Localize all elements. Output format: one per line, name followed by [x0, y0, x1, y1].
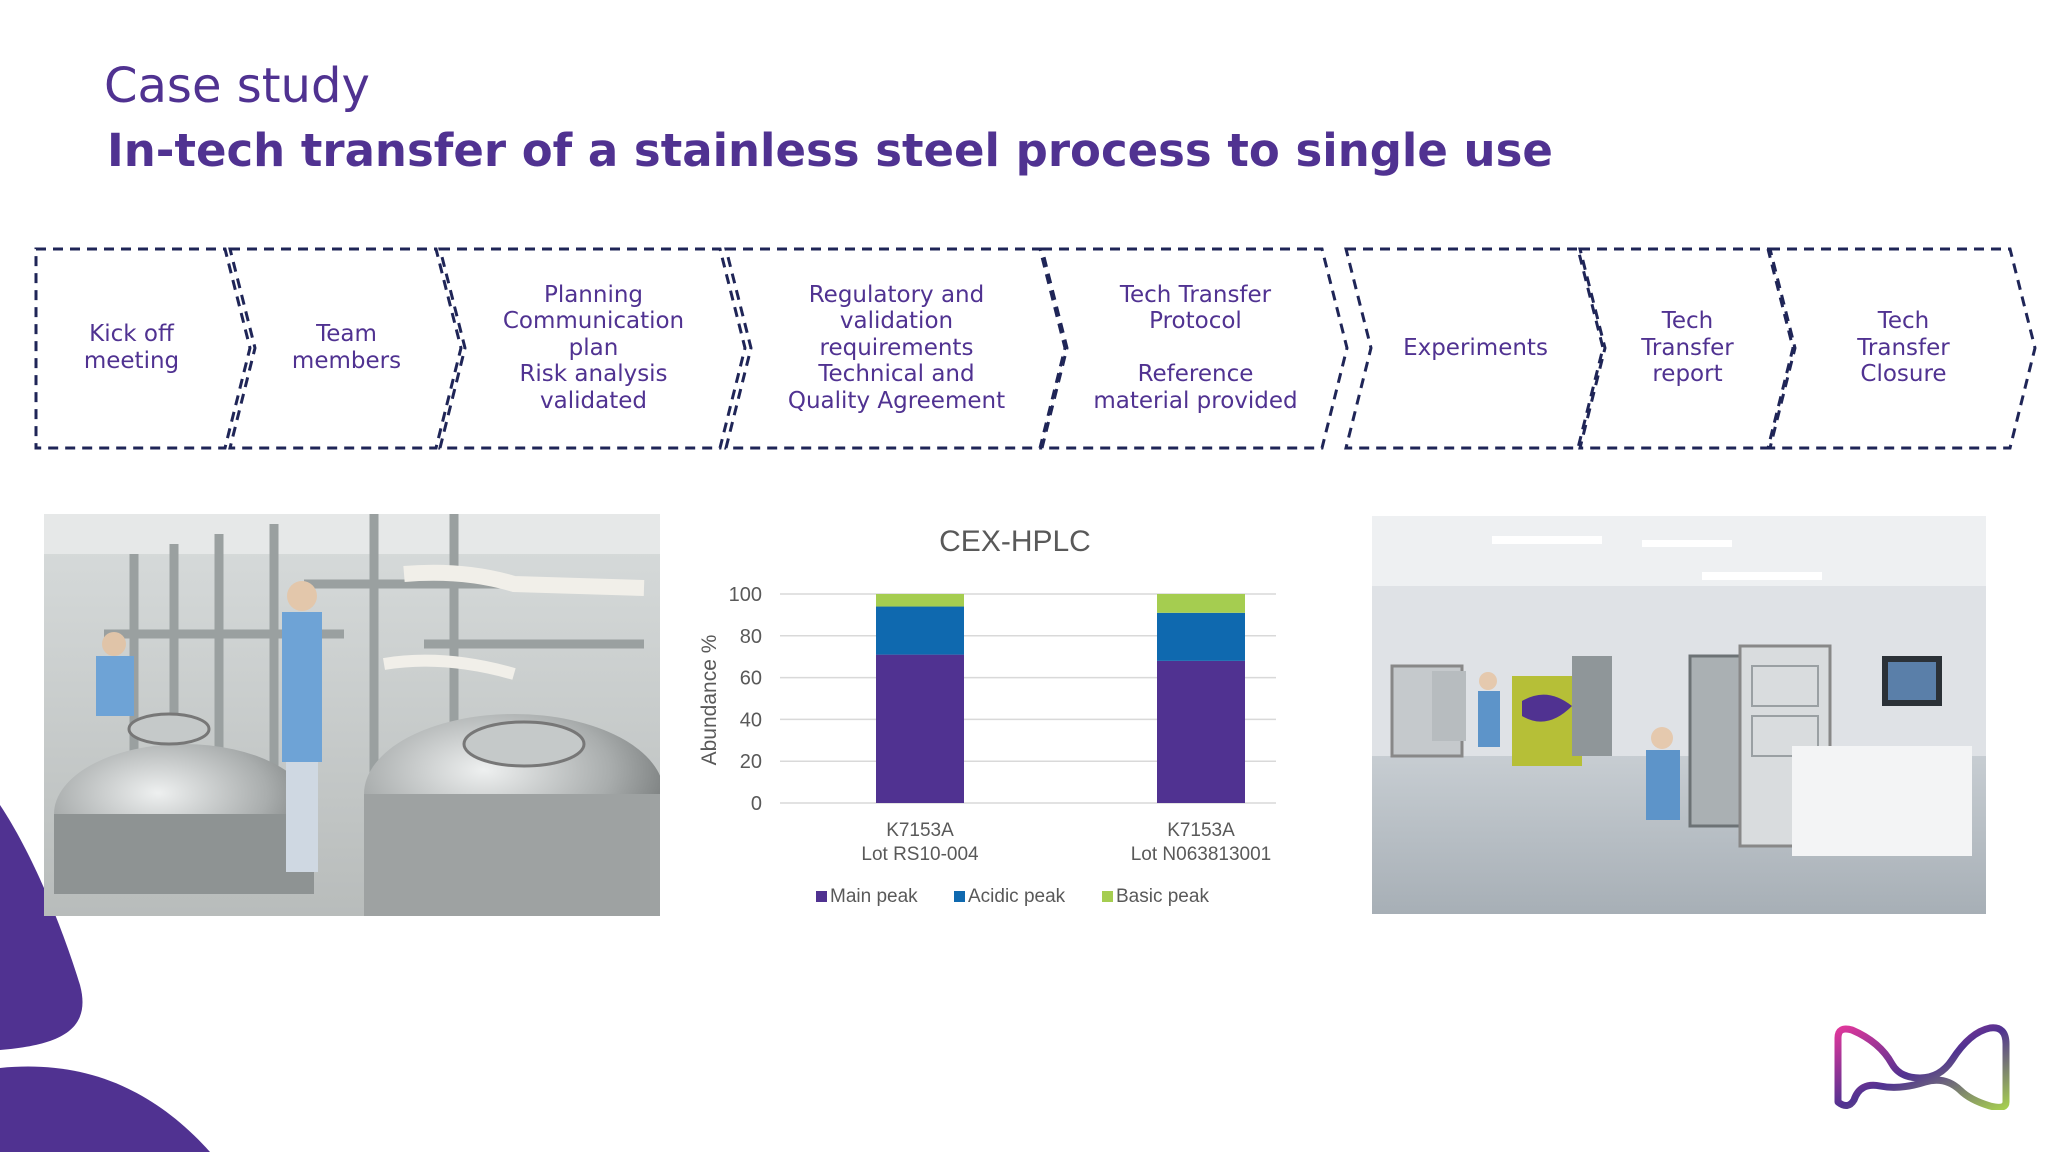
- legend-swatch: [954, 891, 965, 902]
- legend-swatch: [816, 891, 827, 902]
- y-tick-label: 80: [740, 626, 762, 648]
- process-step-chevron: [228, 247, 463, 450]
- bar-segment-basic-peak: [1157, 594, 1245, 613]
- brand-logo-icon: [1834, 1024, 2010, 1110]
- x-category-label: K7153A: [1167, 820, 1235, 841]
- legend-swatch: [1102, 891, 1113, 902]
- y-tick-label: 100: [729, 584, 762, 606]
- y-tick-label: 0: [751, 793, 762, 815]
- process-step-label: Tech Transfer Closure: [1857, 308, 1950, 388]
- process-step-chevron: [34, 247, 252, 450]
- process-step-chevron: [724, 247, 1067, 450]
- page-subtitle: In-tech transfer of a stainless steel pr…: [107, 124, 1553, 177]
- bar-segment-acidic-peak: [1157, 612, 1245, 661]
- y-axis-label: Abundance %: [698, 635, 721, 766]
- bar-segment-acidic-peak: [876, 606, 964, 655]
- legend-label: Basic peak: [1116, 886, 1209, 907]
- x-category-label: K7153A: [886, 820, 954, 841]
- process-step-label: Team members: [291, 321, 402, 374]
- process-step-label: Kick off meeting: [83, 321, 180, 374]
- stainless-steel-bioreactor-photo: [44, 514, 660, 916]
- x-category-label: Lot N063813001: [1131, 844, 1272, 865]
- process-step-chevron: [1344, 247, 1605, 450]
- process-step-chevron: [1768, 247, 2037, 450]
- process-step-chevron: [1578, 247, 1795, 450]
- legend-label: Acidic peak: [968, 886, 1066, 907]
- process-step-label: Planning Communication plan Risk analysi…: [502, 281, 685, 414]
- process-step-chevron: [438, 247, 747, 450]
- legend-label: Main peak: [830, 886, 918, 907]
- process-step-label: Tech Transfer report: [1641, 308, 1734, 388]
- page-title: Case study: [104, 58, 370, 114]
- y-tick-label: 60: [740, 668, 762, 690]
- cex-hplc-chart: CEX-HPLC 0 20 40 60 80 100 Abundance % K7153A Lot…: [698, 525, 1276, 907]
- single-use-bioreactor-photo: [1372, 516, 1986, 914]
- process-step-label: Regulatory and validation requirements T…: [787, 281, 1006, 414]
- process-step-label: Tech Transfer Protocol Reference materia…: [1093, 281, 1298, 414]
- chart-title: CEX-HPLC: [939, 525, 1091, 558]
- y-tick-label: 40: [740, 709, 762, 731]
- x-category-label: Lot RS10-004: [861, 844, 979, 865]
- process-step-chevron: [1040, 247, 1349, 450]
- process-flow: [34, 247, 2037, 450]
- bar-segment-main-peak: [1157, 660, 1245, 803]
- bar-segment-basic-peak: [876, 594, 964, 607]
- process-step-label: Experiments: [1403, 334, 1548, 361]
- bar-segment-main-peak: [876, 654, 964, 803]
- y-tick-label: 20: [740, 751, 762, 773]
